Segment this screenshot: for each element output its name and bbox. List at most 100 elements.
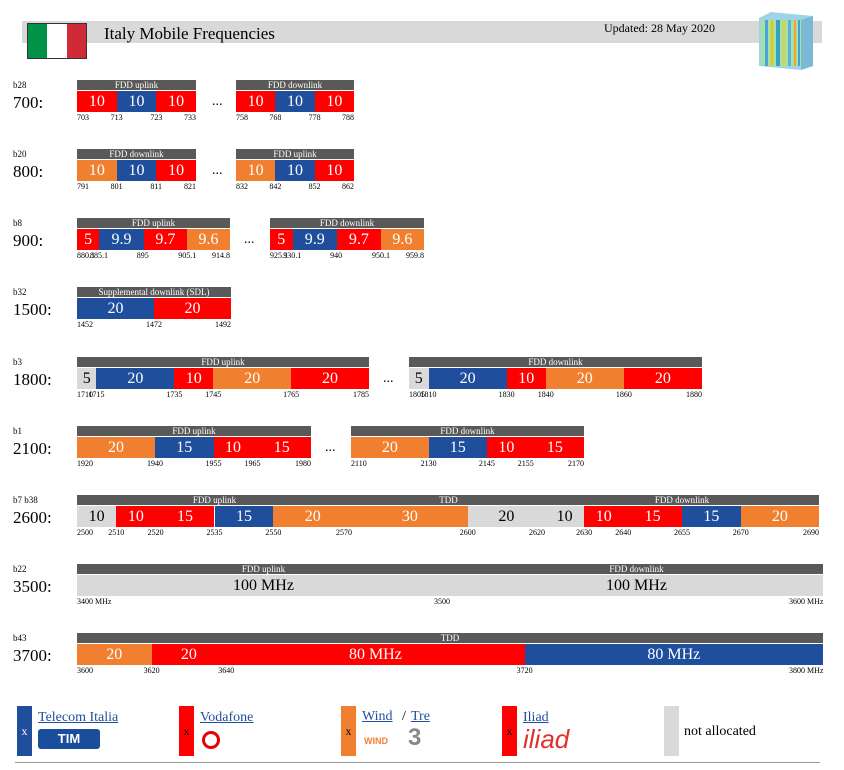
tick-label: 950.1 [371, 251, 390, 260]
spectrum-block-iliad: 10 [116, 506, 156, 527]
spectrum-block-iliad: 10 [584, 506, 624, 527]
block-header: FDD uplink [77, 357, 369, 367]
legend-link-telecom-italia[interactable]: Telecom Italia [38, 710, 119, 725]
tick-label: 1940 [147, 459, 163, 468]
spectrum-block-tim: 15 [214, 506, 274, 527]
tick-label: 2130 [420, 459, 437, 468]
tick-label: 885.1 [90, 251, 109, 260]
spectrum-block-iliad: 10 [174, 368, 214, 389]
tick-label: 3800 MHz [789, 666, 824, 675]
block-header: FDD downlink [351, 426, 584, 436]
band-label: b22 [13, 564, 27, 574]
legend-link-vodafone[interactable]: Vodafone [200, 710, 254, 725]
tick-label: 3500 [434, 597, 450, 606]
tick-label: 1805 [409, 390, 425, 399]
spectrum-block-wind_tre: 20 [545, 368, 624, 389]
tick-label: 1955 [205, 459, 222, 468]
spectrum-block-vodafone: 9.7 [337, 229, 381, 250]
block-header: FDD uplink [236, 149, 354, 159]
tick-label: 1965 [244, 459, 261, 468]
spectrum-block-wind_tre: 20 [740, 506, 819, 527]
spectrum-block-tim: 80 MHz [524, 644, 823, 665]
header-bar [22, 21, 822, 43]
tick-label: 895 [136, 251, 149, 260]
frequency-label: 2600: [13, 508, 52, 527]
tick-label: 2145 [478, 459, 495, 468]
block-header: FDD uplink [77, 564, 450, 574]
tick-label: 1452 [77, 320, 93, 329]
tick-label: 2500 [77, 528, 93, 537]
spectrum-block-not_allocated: 10 [545, 506, 585, 527]
tick-label: 1785 [353, 390, 369, 399]
tick-label: 758 [236, 113, 248, 122]
block-header: FDD downlink [545, 495, 819, 505]
tick-label: 2690 [803, 528, 819, 537]
tick-label: 2640 [615, 528, 632, 537]
spectrum-block-tim: 9.9 [292, 229, 338, 250]
tick-label: 2670 [732, 528, 749, 537]
spectrum-block-vodafone: 20 [154, 298, 231, 319]
updated-date: Updated: 28 May 2020 [604, 21, 715, 35]
ellipsis-gap: ... [244, 232, 255, 247]
spectrum-cube-icon [759, 12, 813, 70]
legend-link-iliad[interactable]: Iliad [523, 710, 549, 725]
spectrum-block-tim: 20 [96, 368, 175, 389]
tick-label: 703 [77, 113, 89, 122]
band-label: b28 [13, 80, 27, 90]
band-label: b1 [13, 426, 22, 436]
spectrum-block-tim: 15 [428, 437, 487, 458]
spectrum-block-tim: 10 [116, 91, 157, 112]
legend-link-tre[interactable]: Tre [411, 709, 430, 724]
tick-label: 940 [330, 251, 343, 260]
tick-label: 2600 [459, 528, 476, 537]
tick-label: 2520 [147, 528, 164, 537]
spectrum-block-tim: 20 [77, 298, 154, 319]
legend-link-wind[interactable]: Wind [362, 709, 393, 724]
legend-label-not-allocated: not allocated [684, 724, 756, 739]
spectrum-block-vodafone: 10 [77, 91, 117, 112]
tick-label: 713 [110, 113, 123, 122]
tick-label: 1840 [537, 390, 554, 399]
tim-logo-icon: TIM [38, 729, 100, 749]
tick-label: 801 [110, 182, 123, 191]
tick-label: 1920 [77, 459, 93, 468]
tick-label: 1745 [205, 390, 222, 399]
band-label: b3 [13, 357, 22, 367]
spectrum-block-vodafone: 10 [236, 91, 276, 112]
spectrum-block-vodafone: 20 [623, 368, 702, 389]
frequency-label: 2100: [13, 439, 52, 458]
spectrum-block-wind_tre: 10 [77, 160, 117, 181]
spectrum-block-wind_tre: 20 [273, 506, 352, 527]
ellipsis-gap: ... [212, 163, 223, 178]
spectrum-block-not_allocated: 10 [77, 506, 117, 527]
italy-flag-icon [27, 23, 87, 59]
tick-label: 1710 [77, 390, 93, 399]
spectrum-block-tim: 9.9 [99, 229, 144, 250]
spectrum-block-tim: 20 [428, 368, 507, 389]
block-header: FDD uplink [77, 495, 352, 505]
tick-label: 791 [77, 182, 89, 191]
vodafone-logo-icon [202, 731, 220, 749]
block-header: FDD downlink [77, 149, 196, 159]
spectrum-block-vodafone: 10 [314, 160, 354, 181]
spectrum-block-iliad: 10 [506, 368, 546, 389]
tick-label: 2550 [265, 528, 282, 537]
tick-label: 1810 [420, 390, 437, 399]
spectrum-block-iliad: 10 [314, 91, 354, 112]
spectrum-block-vodafone: 15 [252, 437, 311, 458]
spectrum-block-vodafone: 15 [155, 506, 215, 527]
spectrum-block-vodafone: 15 [623, 506, 682, 527]
legend-swatch-not-allocated [664, 706, 679, 756]
spectrum-block-not_allocated: 20 [467, 506, 545, 527]
frequency-label: 1500: [13, 300, 52, 319]
frequency-label: 900: [13, 231, 44, 250]
tick-label: 3720 [516, 666, 533, 675]
tick-label: 1860 [615, 390, 632, 399]
tick-label: 778 [308, 113, 321, 122]
tick-label: 2620 [529, 528, 545, 537]
spectrum-block-wind_tre: 20 [77, 644, 152, 665]
spectrum-block-iliad: 10 [486, 437, 526, 458]
spectrum-block-iliad: 10 [213, 437, 253, 458]
spectrum-block-vodafone: 20 [291, 368, 369, 389]
tick-label: 2510 [108, 528, 125, 537]
